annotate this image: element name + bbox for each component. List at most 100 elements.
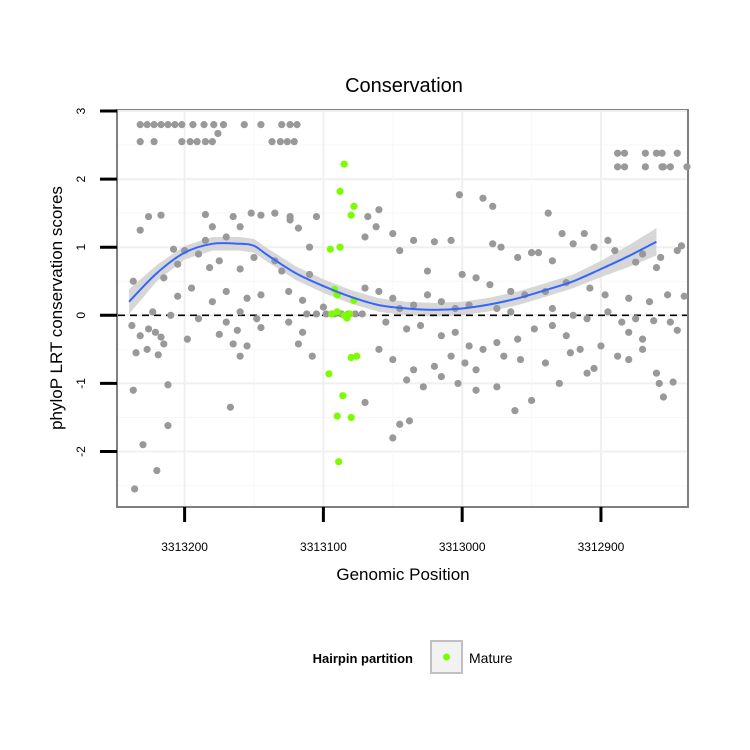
- point-other: [364, 212, 372, 221]
- point-other: [396, 247, 404, 255]
- point-other: [222, 287, 230, 296]
- point-other: [253, 315, 261, 323]
- point-other: [666, 318, 674, 326]
- x-axis-label: Genomic Position: [336, 565, 469, 584]
- y-axis-label: phyloP LRT conservation scores: [47, 186, 66, 430]
- point-other: [143, 121, 151, 129]
- point-other: [489, 202, 497, 210]
- point-other: [214, 129, 222, 138]
- x-tick-label: 3313200: [161, 540, 208, 554]
- point-other: [583, 369, 591, 377]
- point-other: [286, 121, 294, 129]
- y-tick-label: -2: [74, 446, 88, 457]
- point-other: [174, 260, 182, 268]
- points-layer: [128, 121, 691, 493]
- point-other: [164, 381, 172, 389]
- point-other: [150, 121, 158, 129]
- point-other: [136, 226, 144, 234]
- point-other: [472, 366, 480, 374]
- point-other: [298, 296, 307, 304]
- point-other: [430, 362, 439, 370]
- point-other: [652, 264, 661, 272]
- point-other: [157, 211, 165, 219]
- point-other: [136, 138, 144, 146]
- point-other: [655, 379, 663, 388]
- point-other: [303, 310, 311, 318]
- point-other: [423, 267, 432, 275]
- y-tick-label: 1: [74, 244, 88, 251]
- point-other: [566, 349, 575, 357]
- point-other: [614, 149, 622, 157]
- point-other: [507, 287, 515, 296]
- point-other: [625, 294, 633, 302]
- point-other: [544, 209, 552, 217]
- point-other: [530, 325, 538, 333]
- point-other: [541, 359, 550, 367]
- point-other: [527, 249, 536, 257]
- point-other: [548, 257, 556, 265]
- point-other: [151, 328, 160, 336]
- point-other: [590, 364, 598, 373]
- point-other: [194, 315, 203, 323]
- point-other: [164, 422, 172, 430]
- point-other: [597, 342, 605, 350]
- point-other: [658, 149, 666, 157]
- point-other: [455, 191, 463, 199]
- point-other: [454, 379, 462, 388]
- point-other: [193, 138, 201, 146]
- point-mature: [335, 458, 343, 466]
- point-other: [430, 238, 439, 246]
- point-other: [479, 194, 487, 202]
- point-other: [580, 229, 588, 238]
- point-other: [372, 223, 380, 231]
- point-other: [157, 121, 165, 129]
- point-other: [169, 245, 178, 253]
- point-other: [312, 212, 321, 221]
- point-other: [129, 277, 137, 285]
- point-other: [497, 243, 505, 251]
- y-axis: -2 -1 0 1 2 3: [74, 107, 117, 457]
- point-other: [641, 149, 649, 157]
- point-other: [174, 292, 182, 300]
- y-tick-label: 2: [74, 175, 88, 182]
- point-other: [257, 323, 265, 332]
- x-tick-label: 3312900: [578, 540, 625, 554]
- point-other: [233, 326, 241, 334]
- point-other: [511, 407, 519, 415]
- point-other: [548, 304, 556, 313]
- point-other: [194, 250, 203, 258]
- point-other: [638, 345, 647, 353]
- point-mature: [347, 353, 355, 362]
- point-mature: [347, 413, 355, 422]
- point-other: [389, 434, 397, 442]
- point-other: [683, 163, 691, 171]
- point-other: [271, 209, 279, 217]
- point-other: [308, 352, 316, 360]
- point-other: [143, 345, 151, 353]
- point-other: [479, 345, 487, 353]
- point-other: [375, 345, 383, 353]
- point-other: [486, 281, 494, 289]
- point-other: [389, 229, 397, 238]
- point-other: [632, 258, 640, 266]
- point-other: [178, 121, 186, 129]
- point-other: [472, 274, 480, 282]
- point-other: [465, 342, 473, 350]
- point-other: [382, 318, 390, 326]
- point-other: [139, 441, 147, 449]
- point-other: [131, 485, 139, 493]
- point-other: [614, 352, 622, 360]
- point-other: [419, 383, 427, 391]
- point-other: [229, 212, 237, 221]
- point-other: [632, 315, 640, 323]
- point-other: [290, 138, 298, 146]
- point-other: [351, 310, 359, 318]
- point-mature: [340, 160, 348, 168]
- point-mature: [333, 412, 341, 420]
- point-other: [222, 233, 230, 241]
- point-other: [389, 355, 397, 364]
- point-other: [167, 311, 175, 319]
- point-other: [286, 216, 294, 224]
- y-tick-label: 3: [74, 107, 88, 114]
